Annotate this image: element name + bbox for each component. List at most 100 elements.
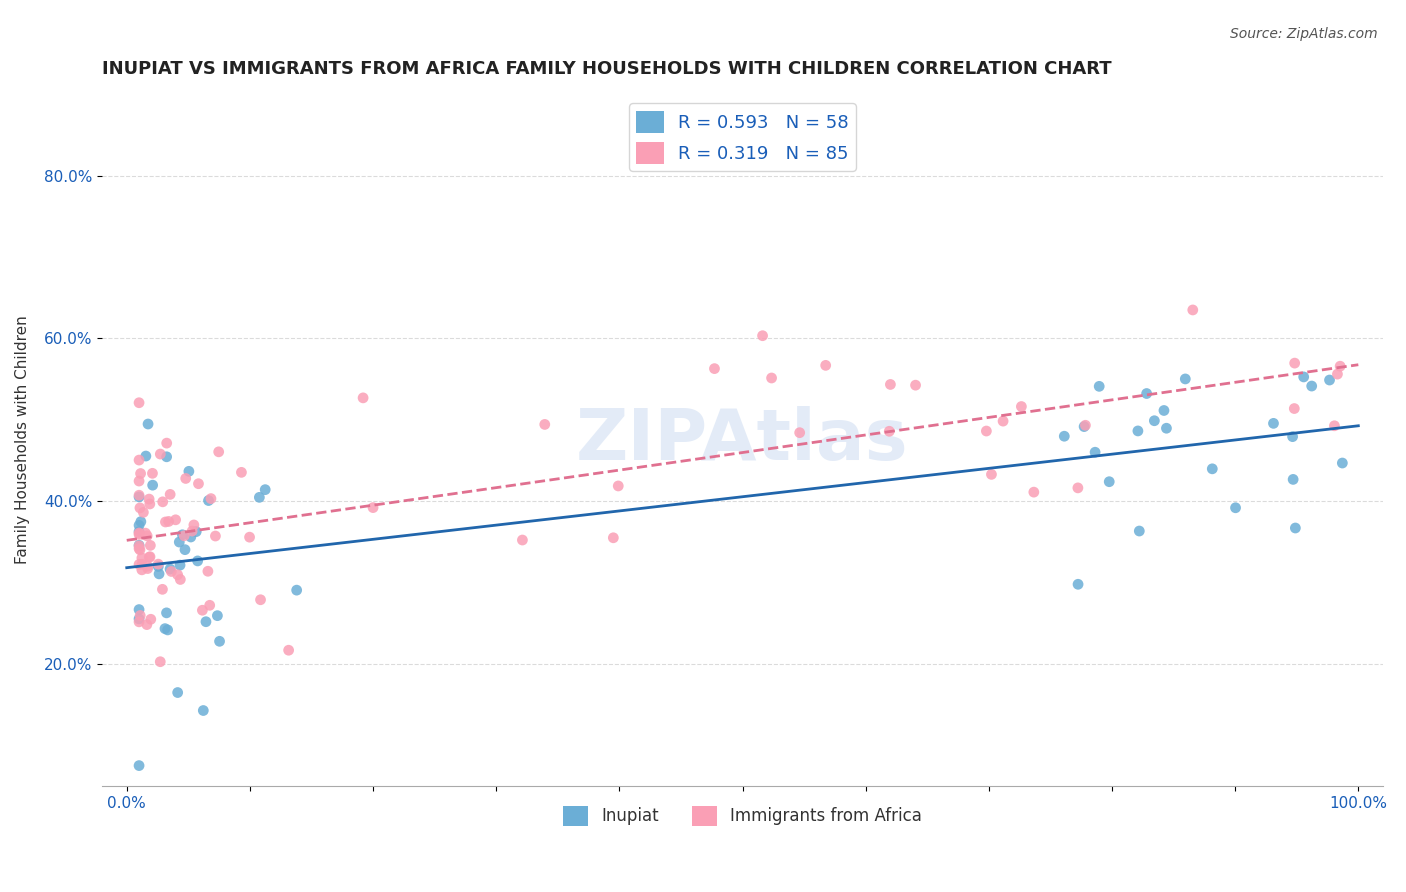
Point (1281, 430, 1303, 444)
Point (512, 533, 534, 547)
Point (1225, 500, 1247, 515)
Point (138, 492, 160, 507)
Point (155, 515, 177, 529)
Point (239, 530, 262, 544)
Point (1329, 359, 1351, 374)
Point (159, 487, 181, 501)
Point (136, 559, 159, 574)
Point (1067, 577, 1090, 591)
Point (129, 467, 152, 481)
Text: ZIPAtlas: ZIPAtlas (576, 406, 908, 475)
Point (134, 526, 156, 541)
Point (1136, 386, 1159, 401)
Point (1323, 418, 1346, 433)
Point (1174, 372, 1197, 386)
Point (208, 634, 231, 648)
Point (204, 529, 226, 543)
Point (139, 612, 162, 626)
Point (751, 328, 773, 343)
Point (128, 526, 150, 541)
Point (607, 479, 630, 493)
Point (1284, 356, 1306, 370)
Point (136, 417, 159, 431)
Point (1331, 456, 1354, 470)
Point (156, 623, 179, 637)
Point (128, 538, 150, 552)
Point (980, 467, 1002, 482)
Point (129, 515, 152, 529)
Point (128, 395, 150, 409)
Point (1073, 419, 1095, 434)
Point (128, 615, 150, 629)
Point (128, 518, 150, 533)
Point (136, 529, 159, 543)
Point (194, 615, 217, 629)
Point (904, 378, 927, 392)
Point (128, 490, 150, 504)
Point (128, 758, 150, 772)
Point (132, 505, 155, 519)
Point (160, 565, 183, 579)
Point (1301, 379, 1323, 393)
Point (177, 464, 200, 478)
Point (148, 557, 170, 571)
Point (1201, 462, 1223, 476)
Point (139, 497, 162, 511)
Point (1088, 379, 1111, 393)
Point (789, 425, 811, 440)
Point (169, 573, 191, 587)
Point (249, 592, 271, 607)
Point (166, 567, 188, 582)
Point (1263, 417, 1285, 431)
Point (277, 643, 299, 657)
Point (352, 391, 374, 405)
Point (141, 467, 163, 481)
Point (149, 655, 172, 669)
Point (156, 450, 179, 464)
Point (148, 566, 170, 581)
Point (183, 518, 205, 533)
Point (991, 414, 1014, 428)
Point (135, 449, 157, 463)
Point (200, 491, 222, 506)
Point (703, 361, 725, 376)
Point (1128, 524, 1150, 538)
Point (1292, 370, 1315, 384)
Point (153, 622, 176, 636)
Point (128, 612, 150, 626)
Point (254, 483, 277, 497)
Point (1074, 418, 1097, 433)
Point (165, 513, 187, 527)
Point (180, 530, 202, 544)
Point (152, 582, 174, 597)
Point (761, 371, 783, 385)
Point (186, 524, 208, 539)
Point (533, 417, 555, 432)
Point (131, 551, 153, 566)
Point (169, 535, 191, 549)
Point (157, 515, 180, 529)
Point (129, 542, 152, 557)
Point (602, 531, 624, 545)
Point (1326, 367, 1348, 381)
Text: Source: ZipAtlas.com: Source: ZipAtlas.com (1230, 27, 1378, 41)
Point (128, 474, 150, 488)
Point (128, 524, 150, 539)
Point (148, 559, 170, 574)
Point (159, 562, 181, 576)
Point (1022, 485, 1045, 500)
Point (152, 495, 174, 509)
Point (361, 500, 384, 515)
Point (247, 491, 270, 505)
Point (1181, 302, 1204, 317)
Point (173, 529, 195, 543)
Point (139, 538, 162, 552)
Point (193, 704, 215, 718)
Point (879, 377, 901, 392)
Point (877, 424, 900, 438)
Point (128, 602, 150, 616)
Point (1067, 481, 1090, 495)
Point (149, 447, 172, 461)
Point (129, 608, 152, 623)
Point (139, 549, 162, 564)
